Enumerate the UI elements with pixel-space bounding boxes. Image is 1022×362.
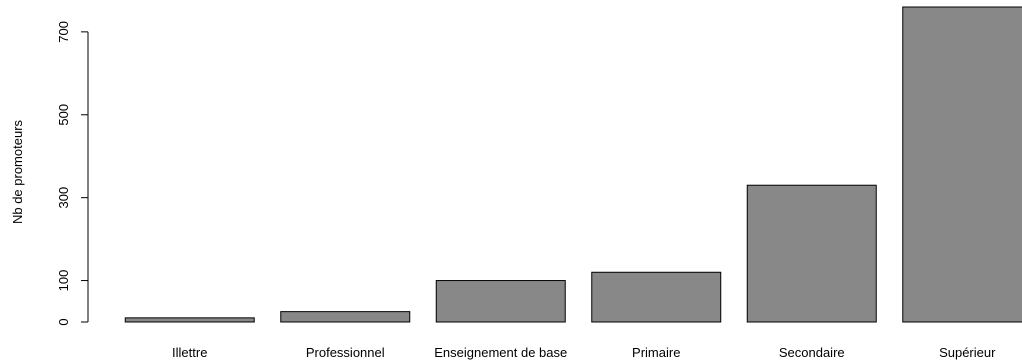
y-tick-label: 500 xyxy=(56,104,71,126)
y-tick-label: 0 xyxy=(56,318,71,325)
x-category-label: Secondaire xyxy=(779,345,845,360)
bar xyxy=(435,280,566,323)
bar xyxy=(902,6,1022,323)
bar xyxy=(746,184,877,323)
bars xyxy=(124,6,1022,323)
bar xyxy=(280,311,411,323)
x-axis-labels: Illettre Professionnel Enseignement de bas… xyxy=(172,345,996,360)
x-category-label: Illettre xyxy=(172,345,207,360)
y-axis-title: Nb de promoteurs xyxy=(10,119,25,224)
x-category-label: Primaire xyxy=(632,345,680,360)
y-tick-label: 300 xyxy=(56,187,71,209)
x-category-label: Supérieur xyxy=(939,345,996,360)
x-category-label: Professionnel xyxy=(306,345,385,360)
y-tick-label: 700 xyxy=(56,21,71,43)
bar xyxy=(124,317,255,323)
y-tick-label: 100 xyxy=(56,270,71,292)
y-axis: 0 100 300 500 700 xyxy=(56,21,89,326)
bar xyxy=(591,271,722,323)
x-category-label: Enseignement de base xyxy=(434,345,567,360)
